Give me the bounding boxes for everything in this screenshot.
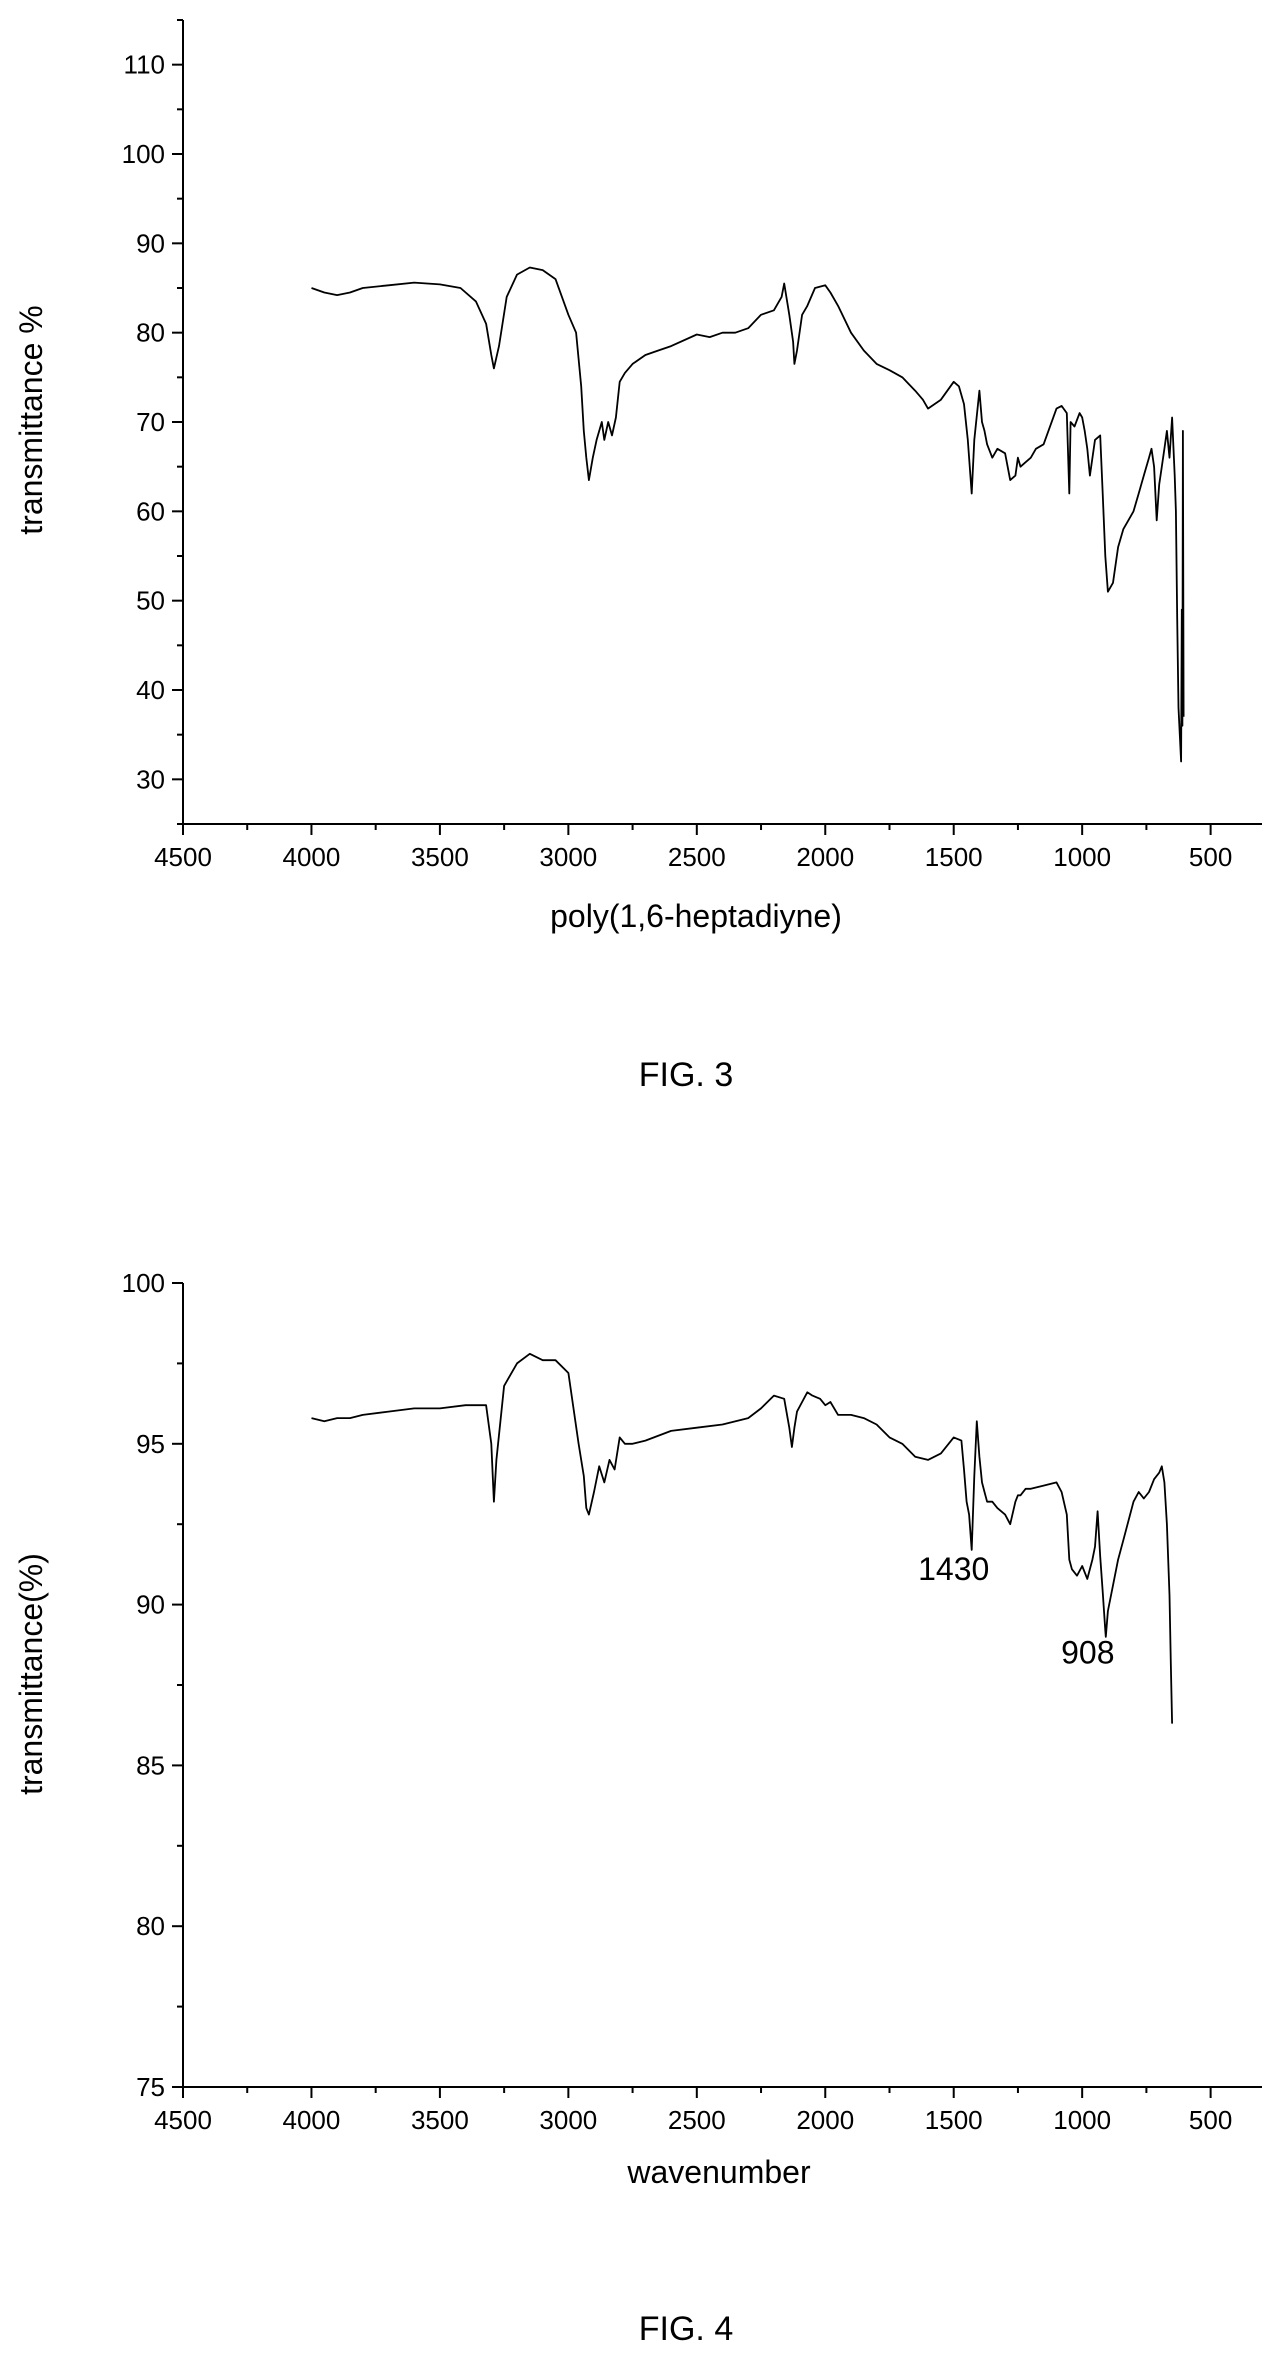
fig4-axes: [182, 1283, 1262, 2088]
fig4-y-tick-label: 75: [136, 2072, 165, 2102]
fig4-x-tick-label: 2000: [796, 2105, 854, 2135]
fig3-y-tick-label: 40: [136, 675, 165, 705]
fig3-x-tick-label: 3500: [411, 842, 469, 872]
fig4-x-tick-label: 1000: [1053, 2105, 1111, 2135]
fig3-x-tick-label: 3000: [539, 842, 597, 872]
fig4-peak-label: 908: [1061, 1635, 1114, 1671]
fig3-x-tick-label: 500: [1189, 842, 1232, 872]
fig3-y-tick-label: 100: [122, 139, 165, 169]
fig3-caption: FIG. 3: [639, 1056, 733, 1094]
fig3-x-tick-label: 1500: [925, 842, 983, 872]
fig3-y-tick-label: 50: [136, 586, 165, 616]
fig4-annotations: 1430 908: [918, 1551, 1114, 1671]
fig4-spectrum-line: [311, 1352, 1173, 1724]
fig4-y-tick-label: 95: [136, 1429, 165, 1459]
fig3-y-tick-label: 60: [136, 496, 165, 526]
fig3-series: [311, 266, 1185, 763]
fig3-y-tick-label: 90: [136, 228, 165, 258]
fig3-x-tick-label: 2500: [668, 842, 726, 872]
fig3-x-tick-label: 4000: [283, 842, 341, 872]
fig4-x-tick-label: 4000: [283, 2105, 341, 2135]
fig4-series: [311, 1352, 1173, 1724]
fig3-x-tick-label: 4500: [154, 842, 212, 872]
fig3-y-tick-label: 110: [124, 50, 165, 80]
fig3-y-tick-label: 70: [136, 407, 165, 437]
fig3-y-tick-label: 30: [136, 764, 165, 794]
figure-3: 4500 4000 3500 3000 2500 2000 1500 1000 500 30 40 5…: [13, 19, 1262, 1094]
fig4-x-tick-label: 4500: [154, 2105, 212, 2135]
fig3-y-tick-label: 80: [136, 318, 165, 348]
fig4-x-tick-label: 3500: [411, 2105, 469, 2135]
fig3-x-axis-title: poly(1,6-heptadiyne): [550, 898, 842, 934]
fig3-y-axis-title: transmittance %: [13, 305, 49, 534]
fig4-y-tick-label: 90: [136, 1590, 165, 1620]
fig4-y-axis-title: transmittance(%): [13, 1553, 49, 1795]
fig4-ticks: 4500 4000 3500 3000 2500 2000 1500 1000 500 75 80 8…: [122, 1268, 1233, 2135]
fig4-x-tick-label: 3000: [539, 2105, 597, 2135]
fig4-y-tick-label: 100: [122, 1268, 165, 1298]
fig3-x-tick-label: 1000: [1053, 842, 1111, 872]
fig3-ticks: 4500 4000 3500 3000 2500 2000 1500 1000 500 30 40 5…: [122, 19, 1232, 872]
fig3-x-tick-label: 2000: [796, 842, 854, 872]
fig3-axes: [182, 20, 1262, 825]
fig4-y-tick-label: 80: [136, 1911, 165, 1941]
fig4-peak-label: 1430: [918, 1551, 989, 1587]
fig4-x-tick-label: 500: [1189, 2105, 1232, 2135]
fig4-x-tick-label: 2500: [668, 2105, 726, 2135]
fig4-x-tick-label: 1500: [925, 2105, 983, 2135]
fig4-x-axis-title: wavenumber: [626, 2154, 811, 2190]
figure-4: 4500 4000 3500 3000 2500 2000 1500 1000 500 75 80 8…: [13, 1268, 1262, 2348]
fig3-spectrum-line: [311, 266, 1185, 763]
fig4-y-tick-label: 85: [136, 1750, 165, 1780]
fig4-caption: FIG. 4: [639, 2310, 733, 2348]
